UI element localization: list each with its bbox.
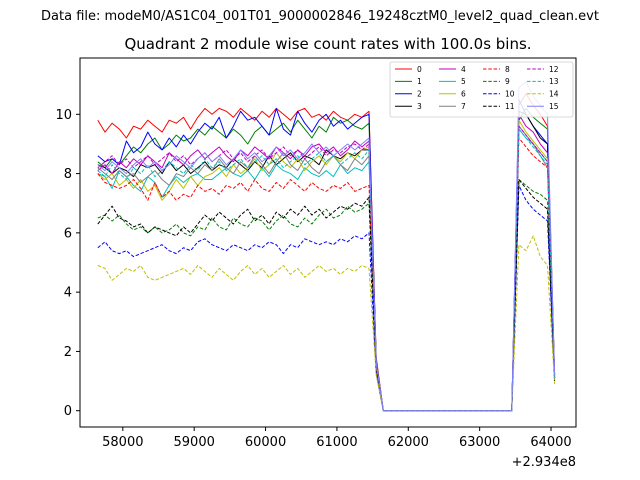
- legend-label-3: 3: [417, 102, 422, 111]
- y-axis: 0 2 4 6 8 10: [55, 108, 80, 419]
- figure-suptitle: Data file: modeM0/AS1C04_001T01_90000028…: [41, 9, 599, 24]
- legend-label-15: 15: [549, 102, 559, 111]
- legend-label-11: 11: [505, 102, 515, 111]
- x-tick-label: 62000: [388, 435, 429, 450]
- legend-label-4: 4: [461, 65, 466, 74]
- chart-title: Quadrant 2 module wise count rates with …: [124, 35, 531, 53]
- x-tick-label: 64000: [530, 435, 571, 450]
- y-tick-label: 10: [55, 108, 72, 123]
- legend-label-8: 8: [505, 65, 510, 74]
- x-tick-label: 58000: [102, 435, 143, 450]
- x-tick-label: 59000: [174, 435, 215, 450]
- y-tick-label: 0: [64, 404, 72, 419]
- legend-label-0: 0: [417, 65, 422, 74]
- y-tick-label: 4: [64, 286, 72, 301]
- legend-label-6: 6: [461, 90, 466, 99]
- plot-lines: [97, 81, 556, 412]
- x-offset-label: +2.934e8: [512, 455, 576, 470]
- x-tick-label: 61000: [316, 435, 357, 450]
- legend-label-10: 10: [505, 90, 515, 99]
- legend-label-5: 5: [461, 77, 466, 86]
- y-tick-label: 2: [64, 345, 72, 360]
- legend-label-1: 1: [417, 77, 422, 86]
- plot-frame: [79, 57, 577, 428]
- legend-label-9: 9: [505, 77, 510, 86]
- series-line-8: [97, 137, 556, 412]
- legend-label-13: 13: [549, 77, 559, 86]
- x-tick-label: 63000: [459, 435, 500, 450]
- x-axis: 58000 59000 60000 61000 62000 63000 64000: [102, 427, 572, 450]
- legend-box: [389, 61, 574, 118]
- y-tick-label: 8: [64, 167, 72, 182]
- series-line-10: [97, 184, 556, 412]
- legend-label-7: 7: [461, 102, 466, 111]
- legend-label-12: 12: [549, 65, 559, 74]
- y-tick-label: 6: [64, 226, 72, 241]
- x-tick-label: 60000: [245, 435, 286, 450]
- series-line-15: [97, 81, 556, 412]
- legend-label-2: 2: [417, 90, 422, 99]
- legend-label-14: 14: [549, 90, 559, 99]
